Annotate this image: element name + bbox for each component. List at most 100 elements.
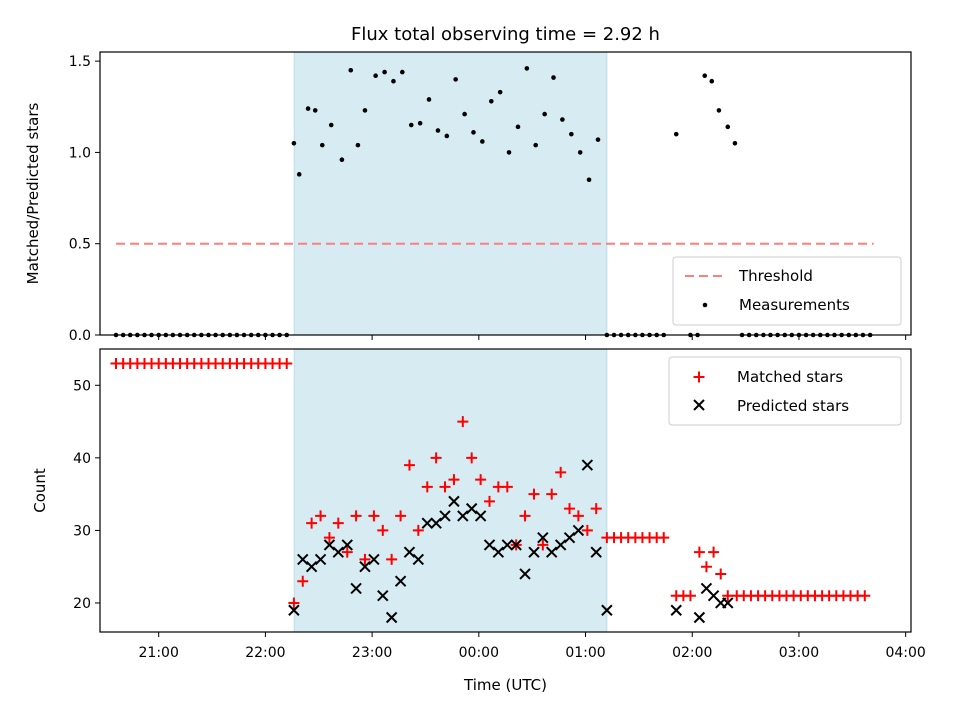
measurement-point — [328, 122, 334, 128]
matched-star-point — [658, 532, 670, 544]
bottom-y-ticks: 20 30 40 50 — [73, 378, 100, 612]
predicted-star-point — [403, 546, 416, 558]
measurement-point — [453, 77, 458, 82]
measurement-point — [339, 157, 345, 163]
predicted-star-point — [377, 590, 389, 602]
measurement-point — [577, 150, 583, 155]
measurement-point — [497, 89, 503, 95]
matched-star-point — [715, 568, 727, 580]
matched-star-point — [395, 510, 407, 522]
matched-star-point — [288, 597, 300, 609]
measurement-point — [732, 140, 738, 146]
matched-star-point — [475, 474, 487, 486]
chart-title: Flux total observing time = 2.92 h — [351, 24, 660, 45]
measurement-point — [426, 97, 432, 102]
measurement-point — [569, 131, 574, 137]
matched-star-point — [377, 524, 389, 536]
matched-star-point — [590, 503, 602, 515]
matched-star-point — [457, 416, 469, 428]
predicted-star-point — [590, 546, 602, 558]
y-tick-label: 1.0 — [69, 145, 91, 161]
x-tick-label: 00:00 — [459, 645, 499, 661]
matched-star-point — [466, 452, 478, 464]
measurement-point — [480, 139, 485, 144]
legend-threshold-label: Threshold — [738, 267, 813, 285]
predicted-star-point — [350, 582, 362, 595]
y-tick-label: 50 — [73, 378, 91, 394]
predicted-star-point — [305, 560, 318, 573]
measurement-point — [391, 78, 396, 84]
count-panel: 20 30 40 50 21:00 22:00 23:00 00:00 01:00 02:00 0… — [31, 348, 926, 694]
predicted-star-point — [483, 539, 496, 551]
predicted-star-point — [457, 510, 469, 522]
predicted-star-point — [670, 604, 682, 616]
predicted-star-point — [501, 539, 514, 551]
predicted-star-point — [537, 531, 549, 544]
measurement-point — [373, 73, 378, 79]
matched-star-point — [439, 481, 451, 493]
predicted-star-point — [439, 510, 451, 522]
measurement-point — [524, 66, 530, 71]
matched-star-point — [483, 495, 495, 507]
y-tick-label: 30 — [73, 523, 91, 539]
measurement-point — [716, 108, 722, 113]
legend-measurements-swatch — [702, 302, 708, 308]
measurement-point — [595, 137, 601, 142]
measurement-point — [515, 124, 521, 130]
legend-predicted-swatch — [693, 399, 705, 411]
predicted-star-point — [368, 553, 380, 566]
matched-star-point — [359, 553, 371, 565]
x-tick-label: 04:00 — [885, 645, 925, 661]
predicted-star-point — [341, 539, 353, 551]
predicted-star-point — [314, 553, 327, 566]
measurement-point — [362, 108, 368, 113]
top-legend: Threshold Measurements — [672, 256, 902, 326]
matched-star-point — [572, 510, 584, 522]
predicted-star-point — [448, 495, 460, 508]
x-axis-label: Time (UTC) — [463, 676, 547, 694]
matched-star-point — [341, 546, 353, 558]
top-y-axis-label: Matched/Predicted stars — [24, 103, 42, 285]
x-tick-label: 03:00 — [779, 645, 819, 661]
measurement-point — [291, 140, 297, 146]
predicted-star-point — [288, 604, 300, 616]
bottom-axes-frame — [99, 348, 912, 633]
measurement-point — [355, 142, 361, 148]
matched-star-point — [386, 553, 398, 565]
predicted-star-point — [572, 524, 585, 537]
measurement-point — [506, 150, 512, 155]
top-y-ticks: 0.0 0.5 1.0 1.5 — [69, 54, 100, 344]
y-tick-label: 1.5 — [69, 54, 91, 70]
matched-star-point — [546, 488, 558, 500]
matched-star-point — [448, 474, 460, 486]
x-tick-label: 23:00 — [352, 645, 392, 661]
matched-star-point — [693, 546, 705, 558]
y-tick-label: 0.5 — [69, 237, 91, 253]
measurement-point — [400, 69, 405, 75]
bottom-legend: Matched stars Predicted stars — [668, 356, 902, 426]
measurement-point — [586, 177, 592, 183]
matched-star-point — [306, 517, 318, 529]
measurement-point — [489, 98, 494, 104]
matched-star-point — [581, 524, 593, 536]
measurement-point — [348, 67, 354, 73]
matched-star-point — [315, 510, 327, 522]
predicted-star-point — [412, 553, 425, 566]
legend-matched-swatch — [693, 371, 705, 383]
measurement-point — [435, 128, 441, 133]
matched-star-point — [430, 452, 442, 464]
measurement-point — [709, 78, 715, 84]
matched-star-point — [684, 590, 696, 602]
y-tick-label: 0.0 — [69, 328, 91, 344]
matched-star-point — [501, 481, 513, 493]
measurement-point — [673, 131, 679, 137]
predicted-star-point — [563, 531, 576, 544]
x-tick-label: 02:00 — [672, 645, 712, 661]
bottom-x-ticks: 21:00 22:00 23:00 00:00 01:00 02:00 03:00 04:00 — [139, 632, 926, 661]
measurement-point — [533, 142, 538, 148]
predicted-star-point — [545, 546, 558, 558]
top-x-ticks — [158, 335, 907, 340]
matched-star-point — [412, 524, 424, 536]
measurement-point — [542, 111, 547, 117]
predicted-stars-points — [288, 459, 734, 624]
